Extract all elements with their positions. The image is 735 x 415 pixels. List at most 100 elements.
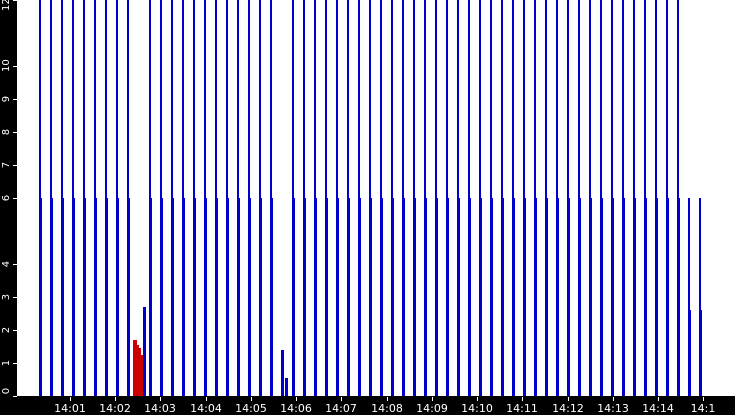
y-axis-label: 3: [1, 293, 12, 301]
x-axis-tick: [613, 397, 614, 401]
bar: [314, 0, 317, 396]
x-axis-tick: [341, 397, 342, 401]
y-axis-label: 0: [1, 387, 12, 395]
bar: [133, 339, 136, 396]
bar: [369, 0, 372, 396]
bar-body: [677, 198, 680, 396]
bar: [578, 0, 581, 396]
bar: [39, 0, 42, 396]
y-axis-tick: [13, 198, 17, 199]
bar-body: [699, 310, 702, 396]
bar-body: [143, 306, 146, 396]
bar: [336, 0, 339, 396]
x-axis-tick: [251, 397, 252, 401]
bar-body: [523, 198, 526, 396]
plot-area: [17, 0, 735, 397]
y-axis-label: 12: [1, 0, 12, 11]
bar-body: [133, 367, 136, 396]
bar: [94, 0, 97, 396]
bar-body: [314, 198, 317, 396]
y-axis-tick: [13, 264, 17, 265]
bar-body: [622, 198, 625, 396]
bar: [171, 0, 174, 396]
bar: [457, 0, 460, 396]
bar-body: [567, 198, 570, 396]
bar-body: [402, 198, 405, 396]
bar: [655, 0, 658, 396]
bar: [677, 0, 680, 396]
x-axis-label: 14:06: [280, 402, 312, 415]
x-axis-label: 14:07: [325, 402, 357, 415]
y-axis-label: 4: [1, 260, 12, 268]
bar: [137, 344, 140, 396]
bar-body: [578, 198, 581, 396]
y-axis-label: 9: [1, 95, 12, 103]
bar: [435, 0, 438, 396]
bar: [688, 198, 691, 396]
x-axis-tick: [477, 397, 478, 401]
bar: [270, 0, 273, 396]
bar: [523, 0, 526, 396]
bar: [149, 0, 152, 396]
bar-body: [160, 198, 163, 396]
bar-body: [490, 198, 493, 396]
bar: [699, 198, 702, 396]
x-axis-label: 14:04: [190, 402, 222, 415]
bar: [160, 0, 163, 396]
bar: [285, 377, 288, 396]
y-axis-tick: [13, 66, 17, 67]
bar: [512, 0, 515, 396]
y-axis-tick: [13, 99, 17, 100]
y-axis-label: 6: [1, 194, 12, 202]
bar-body: [137, 367, 140, 396]
y-axis: 12 10 9 8 7 6 4 3 2 1 0: [0, 0, 17, 397]
x-axis-label: 14:14: [642, 402, 674, 415]
x-axis: 14:01 14:02 14:03 14:04 14:05 14:06 14:07 14:08…: [0, 397, 735, 415]
bar-body: [457, 198, 460, 396]
bar: [666, 0, 669, 396]
bar: [141, 354, 144, 396]
bar-body: [413, 198, 416, 396]
bar: [358, 0, 361, 396]
y-axis-label: 2: [1, 326, 12, 334]
y-axis-label: 10: [1, 59, 12, 72]
bar-body: [380, 198, 383, 396]
bar: [424, 0, 427, 396]
bar-body: [501, 198, 504, 396]
y-axis-label: 1: [1, 359, 12, 367]
x-axis-label: 14:01: [54, 402, 86, 415]
x-axis-label: 14:1: [690, 402, 716, 415]
bar-body: [303, 198, 306, 396]
bar-body: [446, 198, 449, 396]
bar: [116, 0, 119, 396]
x-axis-label: 14:08: [371, 402, 403, 415]
bar-body: [50, 198, 53, 396]
x-axis-tick: [206, 397, 207, 401]
bar: [600, 0, 603, 396]
bar-body: [135, 367, 138, 396]
bar: [281, 349, 284, 396]
bar: [490, 0, 493, 396]
bar: [644, 0, 647, 396]
bar: [347, 0, 350, 396]
bar: [237, 0, 240, 396]
x-axis-tick: [703, 397, 704, 401]
bar-body: [127, 198, 130, 396]
bar: [50, 0, 53, 396]
bar-body: [204, 198, 207, 396]
bar-body: [611, 198, 614, 396]
y-axis-label: 7: [1, 161, 12, 169]
x-axis-label: 14:03: [144, 402, 176, 415]
bar: [402, 0, 405, 396]
bar-body: [512, 198, 515, 396]
bar: [193, 0, 196, 396]
bar: [259, 0, 262, 396]
y-axis-tick: [13, 363, 17, 364]
bar: [611, 0, 614, 396]
x-axis-label: 14:10: [461, 402, 493, 415]
bar: [567, 0, 570, 396]
y-axis-tick: [13, 297, 17, 298]
bar-body: [105, 198, 108, 396]
bar: [226, 0, 229, 396]
